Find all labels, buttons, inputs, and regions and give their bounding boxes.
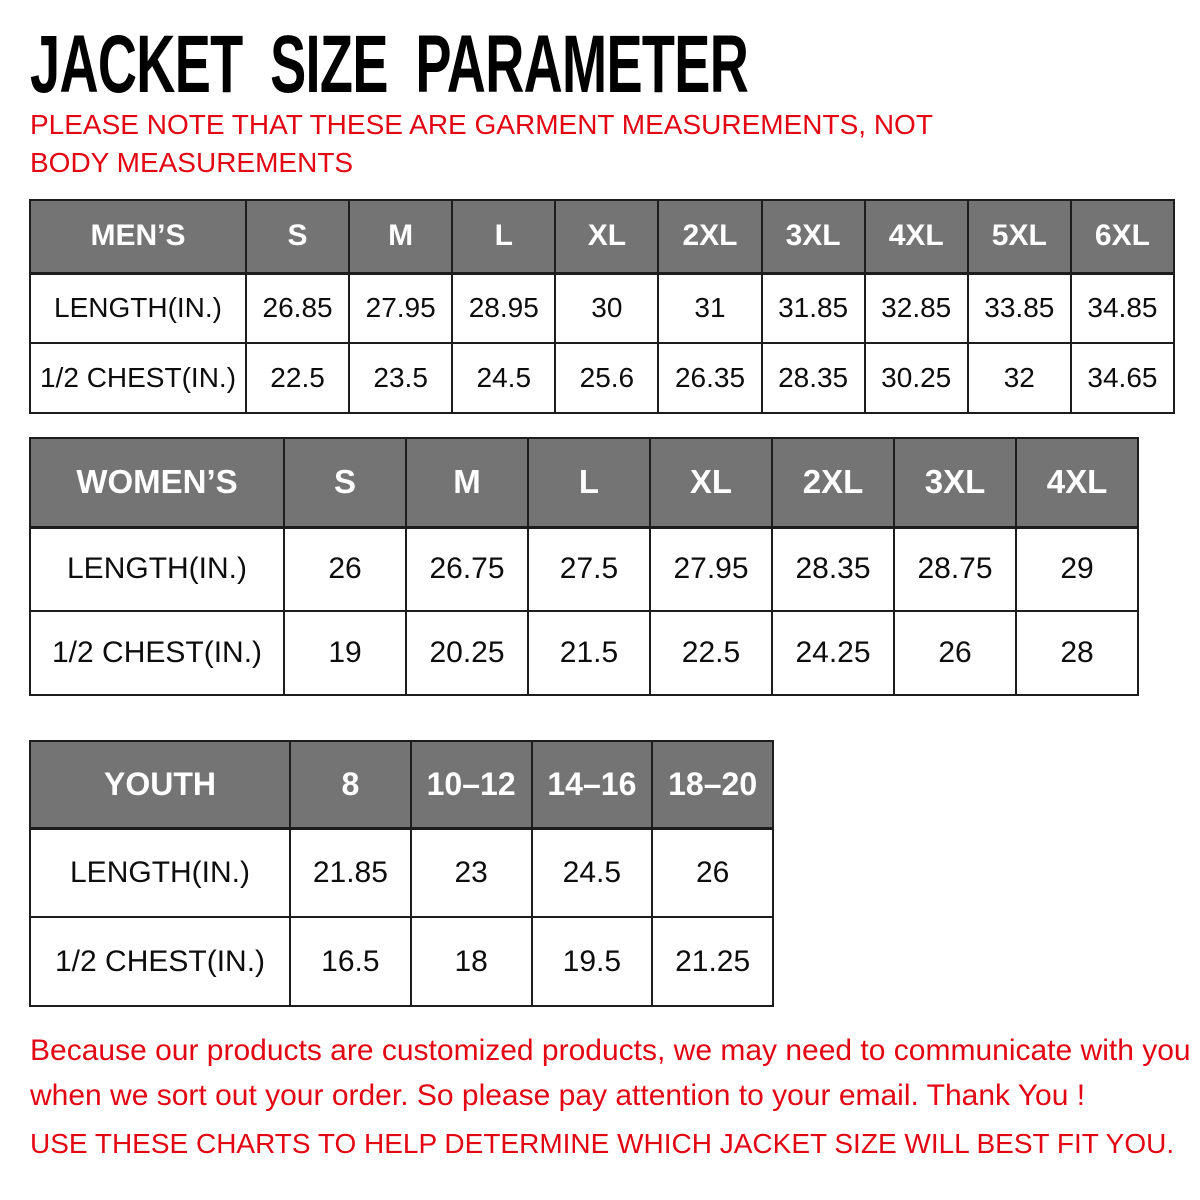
value-cell: 33.85 [966,272,1072,344]
value-cell: 28.95 [451,272,557,344]
value-cell: 26.35 [657,342,763,414]
value-cell: 21.5 [527,610,651,696]
size-header-cell: 18–20 [651,740,774,830]
value-cell: 26.75 [405,526,529,612]
youth-chest-row: 1/2 CHEST(IN.) 16.5 18 19.5 21.25 [29,916,774,1007]
womens-chest-row: 1/2 CHEST(IN.) 19 20.25 21.5 22.5 24.25 … [29,610,1139,696]
value-cell: 27.5 [527,526,651,612]
size-header-cell: 2XL [771,437,895,529]
size-header-cell: S [283,437,407,529]
value-cell: 29 [1015,526,1139,612]
value-cell: 34.65 [1069,342,1176,414]
value-cell: 22.5 [649,610,773,696]
row-label-cell: LENGTH(IN.) [29,827,291,918]
value-cell: 32 [966,342,1072,414]
value-cell: 28.35 [760,342,866,414]
customization-notice: Because our products are customized prod… [30,1034,1191,1112]
value-cell: 24.25 [771,610,895,696]
value-cell: 24.5 [530,827,654,918]
value-cell: 27.95 [348,272,454,344]
mens-length-row: LENGTH(IN.) 26.85 27.95 28.95 30 31 31.8… [29,272,1176,344]
value-cell: 26.85 [244,272,351,344]
row-label-cell: 1/2 CHEST(IN.) [29,916,291,1007]
size-header-cell: 5XL [966,199,1072,275]
mens-size-table: MEN’S S M L XL 2XL 3XL 4XL 5XL 6XL LENGT… [29,199,1176,414]
row-label-cell: 1/2 CHEST(IN.) [29,610,285,696]
size-header-cell: 2XL [657,199,763,275]
value-cell: 34.85 [1069,272,1176,344]
mens-chest-row: 1/2 CHEST(IN.) 22.5 23.5 24.5 25.6 26.35… [29,342,1176,414]
value-cell: 23.5 [348,342,454,414]
value-cell: 26 [651,827,774,918]
value-cell: 23 [409,827,533,918]
value-cell: 26 [283,526,407,612]
size-header-cell: M [348,199,454,275]
youth-table-title-cell: YOUTH [29,740,291,830]
value-cell: 30 [554,272,660,344]
value-cell: 16.5 [289,916,412,1007]
value-cell: 19 [283,610,407,696]
size-header-cell: L [451,199,557,275]
garment-measurement-note: PLEASE NOTE THAT THESE ARE GARMENT MEASU… [30,109,933,178]
chart-usage-note: USE THESE CHARTS TO HELP DETERMINE WHICH… [30,1128,1175,1159]
youth-header-row: YOUTH 8 10–12 14–16 18–20 [29,740,774,830]
size-header-cell: XL [554,199,660,275]
size-header-cell: 4XL [1015,437,1139,529]
value-cell: 32.85 [863,272,969,344]
value-cell: 19.5 [530,916,654,1007]
value-cell: 28 [1015,610,1139,696]
mens-header-row: MEN’S S M L XL 2XL 3XL 4XL 5XL 6XL [29,199,1176,275]
value-cell: 26 [893,610,1017,696]
mens-table-title-cell: MEN’S [29,199,247,275]
value-cell: 25.6 [554,342,660,414]
youth-length-row: LENGTH(IN.) 21.85 23 24.5 26 [29,827,774,918]
value-cell: 24.5 [451,342,557,414]
size-header-cell: 3XL [893,437,1017,529]
youth-size-table: YOUTH 8 10–12 14–16 18–20 LENGTH(IN.) 21… [29,740,774,1007]
value-cell: 31 [657,272,763,344]
row-label-cell: LENGTH(IN.) [29,526,285,612]
value-cell: 28.75 [893,526,1017,612]
size-header-cell: S [244,199,351,275]
row-label-cell: 1/2 CHEST(IN.) [29,342,247,414]
value-cell: 27.95 [649,526,773,612]
womens-header-row: WOMEN’S S M L XL 2XL 3XL 4XL [29,437,1139,529]
womens-table-title-cell: WOMEN’S [29,437,285,529]
value-cell: 30.25 [863,342,969,414]
womens-length-row: LENGTH(IN.) 26 26.75 27.5 27.95 28.35 28… [29,526,1139,612]
size-header-cell: 6XL [1069,199,1176,275]
value-cell: 20.25 [405,610,529,696]
value-cell: 31.85 [760,272,866,344]
size-header-cell: 4XL [863,199,969,275]
size-header-cell: 14–16 [530,740,654,830]
size-header-cell: XL [649,437,773,529]
value-cell: 18 [409,916,533,1007]
size-header-cell: 8 [289,740,412,830]
size-header-cell: 3XL [760,199,866,275]
row-label-cell: LENGTH(IN.) [29,272,247,344]
size-header-cell: M [405,437,529,529]
womens-size-table: WOMEN’S S M L XL 2XL 3XL 4XL LENGTH(IN.)… [29,437,1139,696]
value-cell: 21.85 [289,827,412,918]
value-cell: 22.5 [244,342,351,414]
value-cell: 28.35 [771,526,895,612]
size-header-cell: 10–12 [409,740,533,830]
size-header-cell: L [527,437,651,529]
page-title: JACKET SIZE PARAMETER [30,19,749,110]
value-cell: 21.25 [651,916,774,1007]
